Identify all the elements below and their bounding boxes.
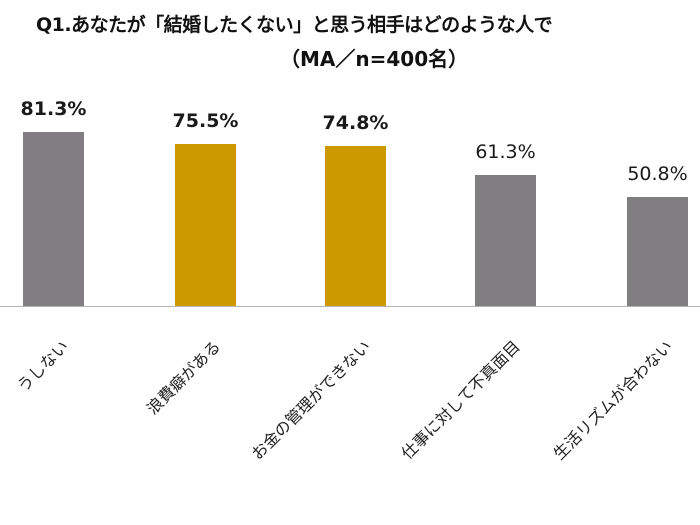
bar-3 xyxy=(325,146,386,306)
bar-value-label: 50.8% xyxy=(627,163,688,185)
bar-4 xyxy=(475,175,536,306)
chart-subtitle: （MA／n=400名） xyxy=(280,47,469,71)
bar-2 xyxy=(175,144,236,306)
bar-value-label: 81.3% xyxy=(20,98,87,120)
category-label: 生活リズムが合わない xyxy=(549,336,676,464)
chart-title: Q1.あなたが「結婚したくない」と思う相手はどのような人で xyxy=(36,14,553,36)
bar-value-label: 74.8% xyxy=(322,112,389,134)
category-label: 浪費癖がある xyxy=(142,336,224,419)
bar-value-label: 75.5% xyxy=(172,110,239,132)
bar-value-label: 61.3% xyxy=(475,141,536,163)
bar-5 xyxy=(627,197,688,306)
category-label: うしない xyxy=(13,336,72,396)
category-label: 仕事に対して不真面目 xyxy=(397,336,524,464)
x-axis-line xyxy=(0,306,700,307)
category-label: お金の管理ができない xyxy=(247,336,374,464)
bar-1 xyxy=(23,132,84,306)
